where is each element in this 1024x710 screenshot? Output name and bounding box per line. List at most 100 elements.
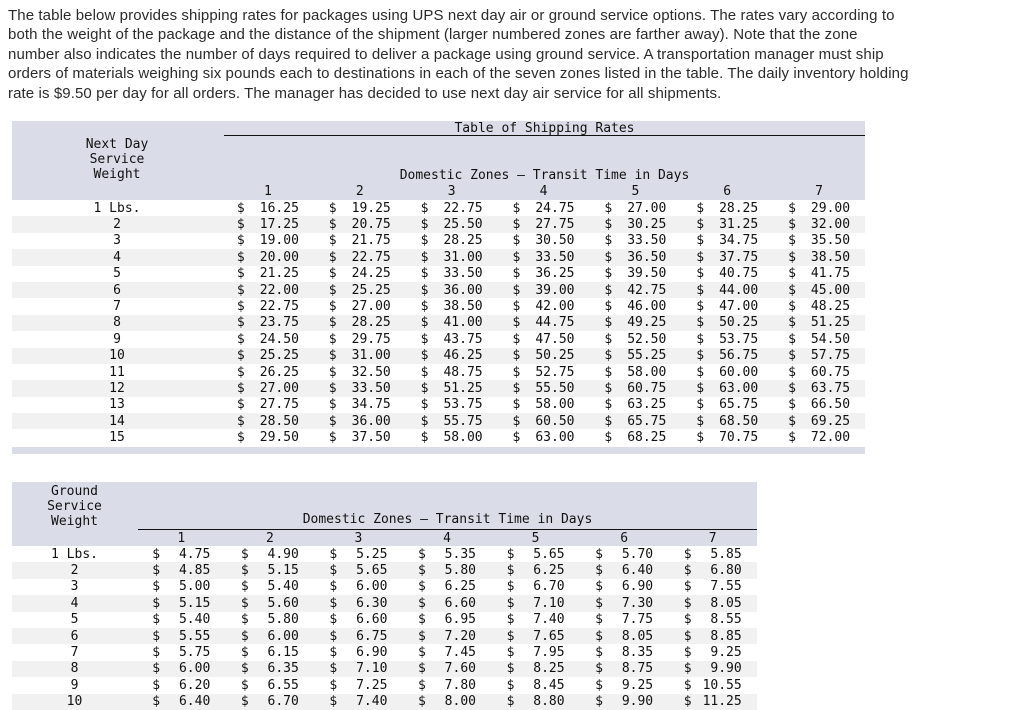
rate-amount: 5.80 [267, 612, 299, 628]
rate-amount: 19.25 [351, 200, 391, 216]
rate-row: 5 $21.25 $24.25 $33.50 $36.25 $39.50 $40.75 $41… [12, 266, 865, 282]
currency-symbol: $ [236, 217, 245, 233]
currency-symbol: $ [788, 266, 796, 282]
rate-cell: $49.25 [589, 315, 681, 330]
rate-amount: 54.50 [810, 331, 851, 347]
currency-symbol: $ [328, 249, 337, 265]
currency-symbol: $ [152, 563, 161, 579]
rate-cell: $6.15 [226, 645, 315, 660]
rate-cell: $27.00 [314, 299, 406, 314]
currency-symbol: $ [329, 595, 338, 611]
rate-cell: $36.50 [589, 250, 681, 265]
rate-amount: 19.00 [259, 233, 299, 249]
rate-row: 10 $6.40 $6.70 $7.40 $8.00 $8.80 $9.90 $11.25 [12, 693, 757, 710]
currency-symbol: $ [329, 694, 338, 710]
currency-symbol: $ [420, 348, 429, 364]
rate-amount: 31.00 [351, 348, 391, 364]
rate-cell: $22.75 [406, 201, 498, 216]
currency-symbol: $ [506, 612, 515, 628]
currency-symbol: $ [420, 315, 429, 331]
header-line: Weight [51, 514, 98, 529]
rate-cell: $6.80 [668, 563, 757, 578]
currency-symbol: $ [506, 595, 515, 611]
rate-cell: $6.60 [314, 612, 403, 627]
currency-symbol: $ [512, 282, 521, 298]
currency-symbol: $ [329, 546, 338, 562]
text-line: rate is $9.50 per day for all orders. Th… [8, 84, 722, 102]
currency-symbol: $ [152, 645, 161, 661]
currency-symbol: $ [506, 563, 515, 579]
rate-amount: 34.75 [719, 233, 759, 249]
rate-cell: $37.75 [681, 250, 773, 265]
next-day-table-header: Table of Shipping Rates Next Day Service W… [12, 121, 865, 200]
rate-cell: $4.75 [137, 547, 226, 562]
rate-row: 6 $22.00 $25.25 $36.00 $39.00 $42.75 $44.00 $45… [12, 281, 865, 299]
rate-cell: $24.25 [314, 266, 406, 281]
currency-symbol: $ [696, 249, 705, 265]
rate-cell: $23.75 [222, 315, 314, 330]
weight-cell: 2 [70, 563, 79, 579]
currency-symbol: $ [328, 364, 337, 380]
rate-amount: 6.90 [356, 645, 388, 661]
currency-symbol: $ [788, 413, 796, 429]
weight-cell: 12 [109, 380, 125, 396]
currency-symbol: $ [420, 249, 429, 265]
rate-cell: $28.50 [222, 414, 314, 429]
rate-cell: $8.45 [491, 678, 580, 693]
rate-amount: 6.35 [267, 661, 299, 677]
rate-amount: 55.75 [443, 413, 483, 429]
rate-row: 2 $4.85 $5.15 $5.65 $5.80 $6.25 $6.40 $6.80 [12, 562, 757, 579]
currency-symbol: $ [696, 348, 705, 364]
currency-symbol: $ [512, 364, 521, 380]
currency-symbol: $ [788, 299, 796, 315]
rate-cell: $33.50 [498, 250, 590, 265]
currency-symbol: $ [240, 628, 249, 644]
currency-symbol: $ [696, 331, 705, 347]
rate-amount: 55.50 [535, 380, 575, 396]
rate-amount: 6.95 [444, 612, 476, 628]
rate-amount: 39.00 [535, 282, 575, 298]
rate-amount: 8.05 [621, 628, 654, 644]
rate-cell: $21.25 [222, 266, 314, 281]
currency-symbol: $ [236, 348, 245, 364]
rate-cell: $41.00 [406, 315, 498, 330]
rate-cell: $43.75 [406, 332, 498, 347]
rate-cell: $6.00 [137, 661, 226, 676]
rate-amount: 63.75 [810, 380, 851, 396]
rate-row: 10 $25.25 $31.00 $46.25 $50.25 $55.25 $56.75 $5… [12, 347, 865, 364]
rate-cell: $7.20 [403, 629, 492, 644]
rate-amount: 7.40 [356, 694, 388, 710]
rate-amount: 7.40 [533, 612, 565, 628]
rate-cell: $5.00 [137, 579, 226, 594]
rate-cell: $5.60 [226, 596, 315, 611]
rate-amount: 65.75 [719, 397, 759, 413]
rate-amount: 66.50 [810, 397, 851, 413]
rate-cell: $17.25 [222, 217, 314, 232]
rate-amount: 8.25 [533, 661, 565, 677]
rate-row: 2 $17.25 $20.75 $25.50 $27.75 $30.25 $31.25 $32… [12, 216, 865, 233]
currency-symbol: $ [512, 413, 521, 429]
currency-symbol: $ [788, 348, 796, 364]
currency-symbol: $ [328, 200, 337, 216]
rate-cell: $38.50 [406, 299, 498, 314]
currency-symbol: $ [512, 249, 521, 265]
rate-cell: $36.25 [498, 266, 590, 281]
currency-symbol: $ [240, 677, 249, 693]
rate-cell: $4.90 [226, 547, 315, 562]
rate-cell: $5.85 [668, 547, 757, 562]
zone-column-header: 1 [264, 184, 272, 199]
rate-cell: $9.90 [580, 694, 669, 709]
rate-amount: 44.75 [535, 315, 575, 331]
rate-amount: 29.75 [351, 331, 391, 347]
zone-column-header: 4 [443, 531, 451, 546]
rate-amount: 60.75 [627, 380, 667, 396]
currency-symbol: $ [788, 380, 796, 396]
rate-row: 3 $19.00 $21.75 $28.25 $30.50 $33.50 $34.75 $35… [12, 233, 865, 249]
rate-row: 7 $22.75 $27.00 $38.50 $42.00 $46.00 $47.00 $48… [12, 298, 865, 314]
currency-symbol: $ [420, 380, 429, 396]
rate-amount: 8.05 [710, 595, 742, 611]
rate-amount: 60.50 [535, 413, 575, 429]
table-title: Table of Shipping Rates [224, 122, 865, 136]
currency-symbol: $ [152, 612, 161, 628]
